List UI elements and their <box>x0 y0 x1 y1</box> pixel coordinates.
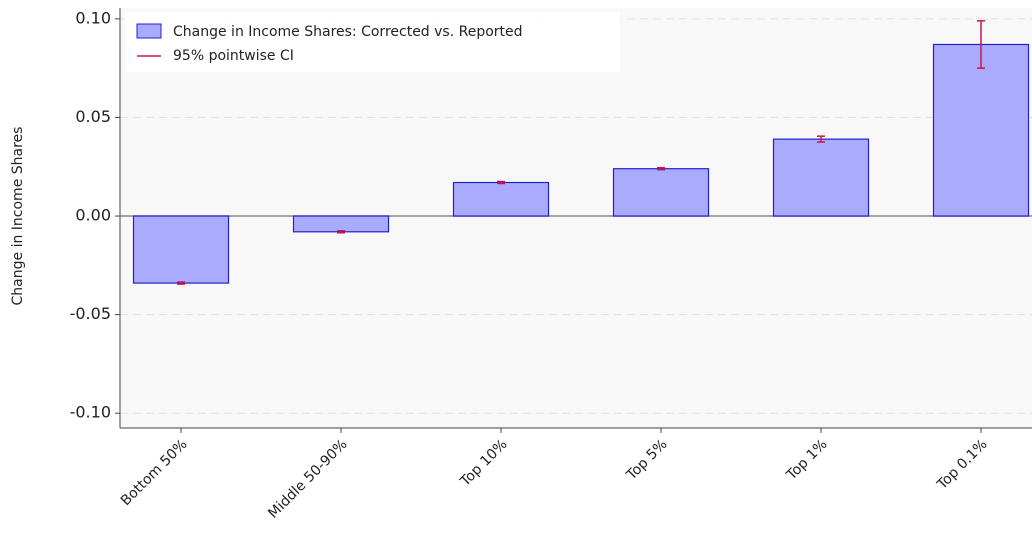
legend-swatch <box>136 23 162 39</box>
legend-label: 95% pointwise CI <box>173 48 294 64</box>
plot-background <box>120 8 1032 428</box>
x-tick-label: Top 5% <box>623 436 671 484</box>
bar <box>132 215 230 284</box>
error-bar <box>177 281 185 285</box>
y-tick-label: -0.05 <box>70 304 111 323</box>
legend-label: Change in Income Shares: Corrected vs. R… <box>173 24 523 40</box>
bar <box>292 215 390 233</box>
y-tick-label: 0.05 <box>75 107 111 126</box>
x-tick-label: Bottom 50% <box>118 436 191 509</box>
bar <box>932 43 1030 217</box>
bar <box>772 138 870 217</box>
x-tick-label: Middle 50-90% <box>265 436 350 521</box>
x-tick-label: Top 0.1% <box>934 436 991 493</box>
bar <box>612 168 710 217</box>
x-tick-label: Top 1% <box>783 436 831 484</box>
x-tick-label: Top 10% <box>457 436 511 490</box>
y-tick-label: 0.00 <box>75 206 111 225</box>
error-bar <box>337 230 345 234</box>
error-bar <box>497 180 505 185</box>
y-tick-label: -0.10 <box>70 403 111 422</box>
y-tick-label: 0.10 <box>75 8 111 27</box>
error-bar <box>657 166 665 171</box>
legend-box <box>125 12 620 72</box>
error-bar <box>817 135 825 143</box>
y-axis-label: Change in Income Shares <box>10 127 26 306</box>
bar <box>452 181 550 217</box>
error-bar <box>977 20 985 69</box>
